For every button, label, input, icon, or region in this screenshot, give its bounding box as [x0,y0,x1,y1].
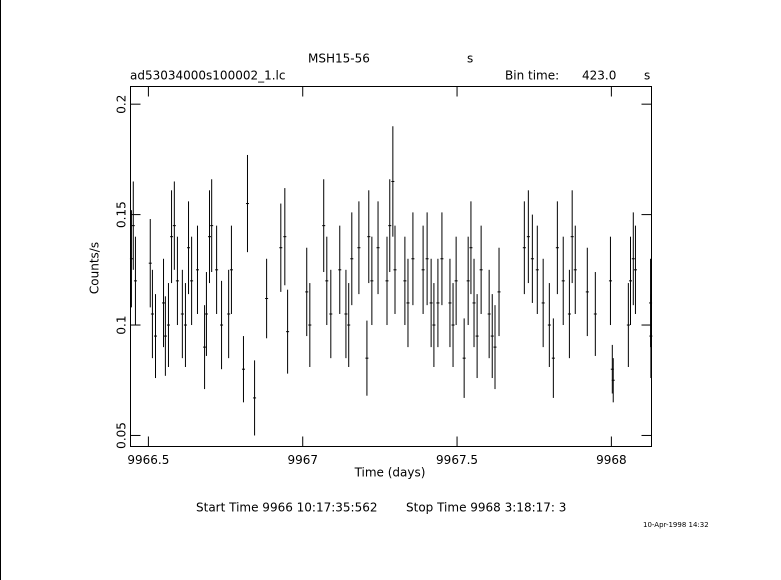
bin-time: 423.0 [582,69,616,83]
x-axis-label: Time (days) [354,466,426,480]
x-tick-label: 9968 [596,453,627,467]
y-axis-label: Counts/s [88,242,102,294]
y-tick-label: 0.2 [115,95,129,114]
chart-title: MSH15-56 [308,52,370,66]
y-tick-label: 0.1 [115,315,129,334]
x-tick-label: 9967.5 [436,453,478,467]
plot-date: 10-Apr-1998 14:32 [643,521,709,529]
bin-time-unit: s [644,69,650,83]
y-tick-label: 0.05 [115,422,129,449]
file-name: ad53034000s100002_1.lc [130,69,286,83]
x-tick-label: 9967 [287,453,318,467]
bin-time-label: Bin time: [505,69,559,83]
start-time: Start Time 9966 10:17:35:562 [196,501,378,515]
y-tick-label: 0.15 [115,201,129,228]
stop-time: Stop Time 9968 3:18:17: 3 [406,501,566,515]
title-unit: s [467,52,473,66]
plot-frame [130,86,652,447]
x-tick-label: 9966.5 [127,453,169,467]
